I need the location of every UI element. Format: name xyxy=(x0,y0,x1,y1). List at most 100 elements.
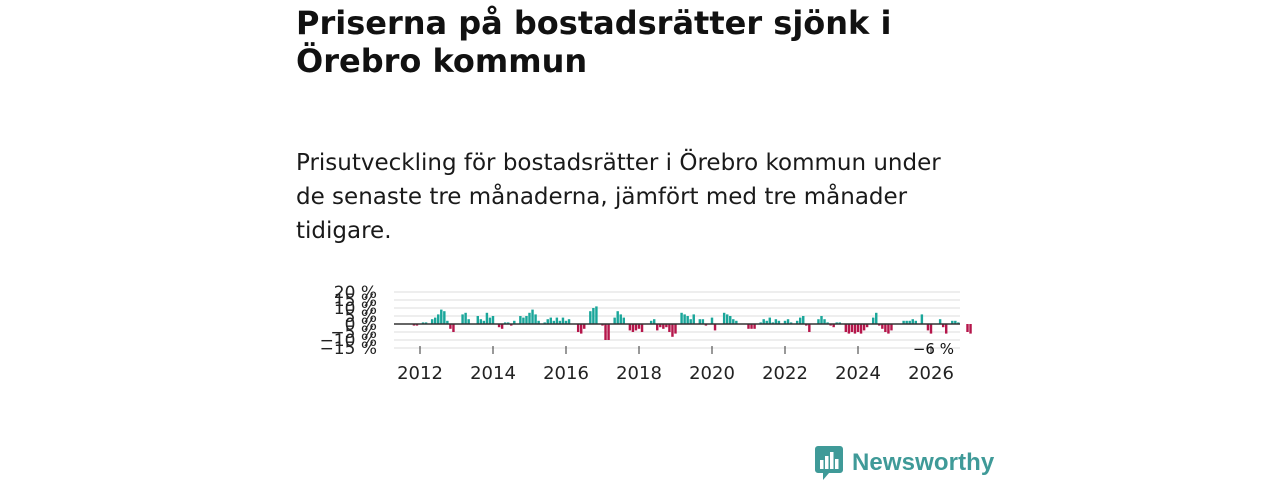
bar xyxy=(823,319,826,324)
bar xyxy=(920,314,924,324)
bar xyxy=(595,306,598,324)
bar xyxy=(452,324,455,332)
bar xyxy=(890,324,893,331)
bar xyxy=(631,324,635,332)
bar xyxy=(683,314,686,324)
bar xyxy=(555,317,559,324)
bar xyxy=(622,317,625,324)
bar xyxy=(820,316,823,324)
bar xyxy=(692,314,695,324)
bar xyxy=(671,324,674,337)
bar xyxy=(662,324,665,329)
bar xyxy=(954,320,957,324)
bar xyxy=(476,316,479,324)
bar-chart: 20 %15 %10 %5 %0 %−5 %−10 %−15 % 2012 201… xyxy=(320,283,972,384)
bar xyxy=(613,317,616,324)
bar xyxy=(579,324,583,334)
bar xyxy=(665,324,668,328)
bar xyxy=(853,324,857,334)
bar xyxy=(552,320,556,324)
newsworthy-logo-icon xyxy=(815,446,843,480)
bar xyxy=(862,324,866,331)
bar xyxy=(652,319,656,324)
bar xyxy=(467,319,470,324)
bar xyxy=(875,312,878,324)
bar xyxy=(583,324,586,329)
bar xyxy=(519,316,522,324)
bar xyxy=(725,314,729,324)
bar xyxy=(941,324,945,328)
y-tick-label: 5 % xyxy=(345,307,377,327)
bar xyxy=(929,324,933,334)
bar xyxy=(446,320,449,324)
bar xyxy=(449,324,452,329)
bar xyxy=(926,324,930,331)
bar xyxy=(844,324,848,332)
bar xyxy=(433,317,437,324)
bar xyxy=(802,316,805,324)
bar xyxy=(628,324,632,331)
bar xyxy=(871,317,875,324)
newsworthy-logo: Newsworthy xyxy=(815,446,994,480)
bar xyxy=(884,324,887,332)
x-tick-label: 2012 xyxy=(397,363,443,384)
bar xyxy=(637,324,641,329)
bar xyxy=(604,324,607,340)
bar xyxy=(488,317,492,324)
bar xyxy=(865,324,869,328)
bar xyxy=(735,320,738,324)
bar xyxy=(944,324,948,334)
bar xyxy=(689,319,692,324)
bar xyxy=(887,324,890,334)
bar xyxy=(850,324,854,332)
grid-lines xyxy=(394,291,960,349)
bar xyxy=(951,320,954,324)
bar xyxy=(464,312,467,324)
bar xyxy=(443,311,446,324)
bar xyxy=(905,320,908,324)
bar xyxy=(777,320,781,324)
bar xyxy=(847,324,851,334)
x-tick-label: 2026 xyxy=(908,363,954,384)
bar xyxy=(659,324,662,328)
bar xyxy=(656,324,659,331)
bar xyxy=(710,317,714,324)
y-axis-labels: 20 %15 %10 %5 %0 %−5 %−10 %−15 % xyxy=(320,283,377,359)
y-tick-label: −10 % xyxy=(320,331,377,351)
bar xyxy=(966,324,969,332)
bar xyxy=(440,309,443,324)
bar xyxy=(616,311,619,324)
bar xyxy=(762,319,765,324)
bar xyxy=(546,319,549,324)
bar xyxy=(902,320,905,324)
bar xyxy=(561,317,565,324)
bar xyxy=(729,316,732,324)
bar xyxy=(747,324,750,329)
bar xyxy=(528,312,531,324)
y-tick-label: −5 % xyxy=(330,323,377,343)
bar xyxy=(522,317,525,324)
bar xyxy=(634,324,638,331)
bar xyxy=(817,319,820,324)
chart-title: Priserna på bostadsrätter sjönk i Örebro… xyxy=(296,4,892,80)
bar xyxy=(914,320,917,324)
bar xyxy=(765,320,768,324)
x-axis-labels: 2012 2014 2016 2018 2020 2022 2024 2026 xyxy=(397,346,954,384)
bar xyxy=(911,319,914,324)
x-tick-label: 2022 xyxy=(762,363,808,384)
bar xyxy=(798,317,802,324)
bar xyxy=(430,319,434,324)
x-tick-label: 2024 xyxy=(835,363,881,384)
bar xyxy=(479,319,483,324)
bar xyxy=(698,319,702,324)
bar xyxy=(640,324,644,332)
bar xyxy=(485,312,489,324)
y-tick-label: 15 % xyxy=(334,291,377,311)
bar xyxy=(969,324,972,334)
bar xyxy=(674,324,677,334)
x-tick-label: 2016 xyxy=(543,363,589,384)
bar xyxy=(537,320,540,324)
bar xyxy=(680,312,683,324)
bar xyxy=(461,314,464,324)
chart-subtitle: Prisutveckling för bostadsrätter i Örebr… xyxy=(296,150,941,244)
